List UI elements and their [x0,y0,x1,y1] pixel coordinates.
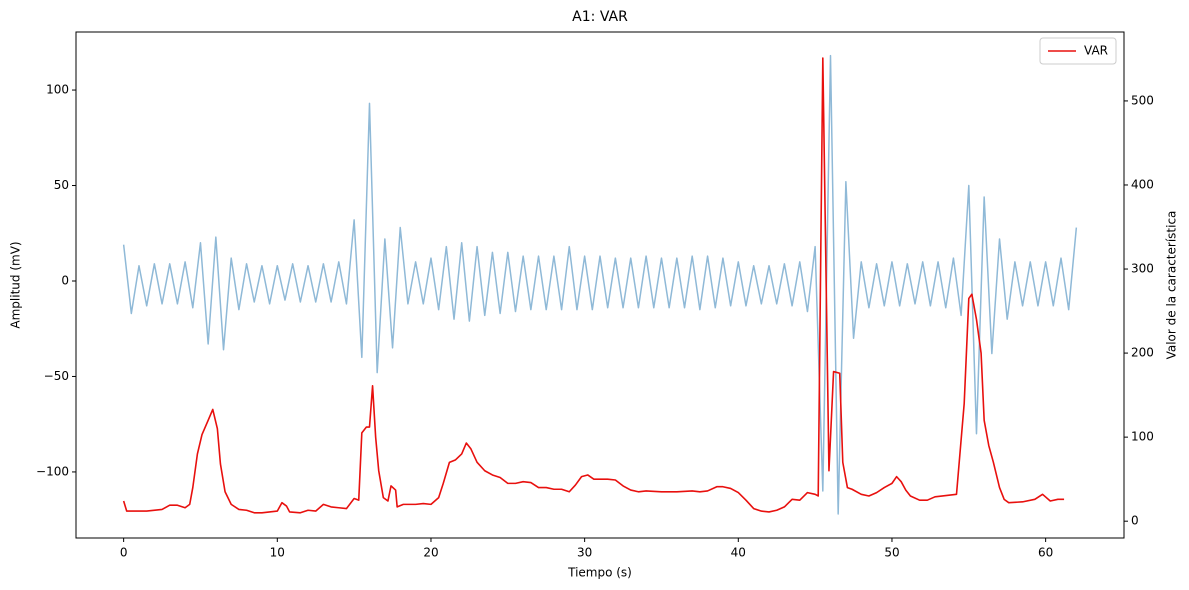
legend-label: VAR [1084,44,1108,58]
y-tick-label: 100 [46,83,69,97]
y2-tick-label: 0 [1131,514,1139,528]
y2-tick-label: 300 [1131,262,1154,276]
chart-title: A1: VAR [572,9,628,25]
y-axis-label: Amplitud (mV) [9,241,23,328]
data-line [122,57,1065,514]
y2-tick-label: 500 [1131,93,1154,107]
x-tick-label: 30 [577,546,592,560]
x-tick-label: 0 [120,546,128,560]
y-tick-label: −50 [44,369,69,383]
data-line [122,54,1078,515]
x-tick-label: 60 [1038,546,1053,560]
y2-axis-label: Valor de la característica [1165,211,1179,360]
x-tick-label: 20 [423,546,438,560]
plot-frame [75,31,1125,539]
y2-tick-label: 100 [1131,430,1154,444]
x-axis-label: Tiempo (s) [567,566,632,580]
y-tick-label: 50 [54,178,69,192]
y2-tick-label: 400 [1131,177,1154,191]
y-tick-label: 0 [61,273,69,287]
x-tick-label: 40 [731,546,746,560]
y-tick-label: −100 [36,464,69,478]
legend-box [1039,37,1117,65]
x-tick-label: 10 [270,546,285,560]
x-tick-label: 50 [884,546,899,560]
y2-tick-label: 200 [1131,346,1154,360]
